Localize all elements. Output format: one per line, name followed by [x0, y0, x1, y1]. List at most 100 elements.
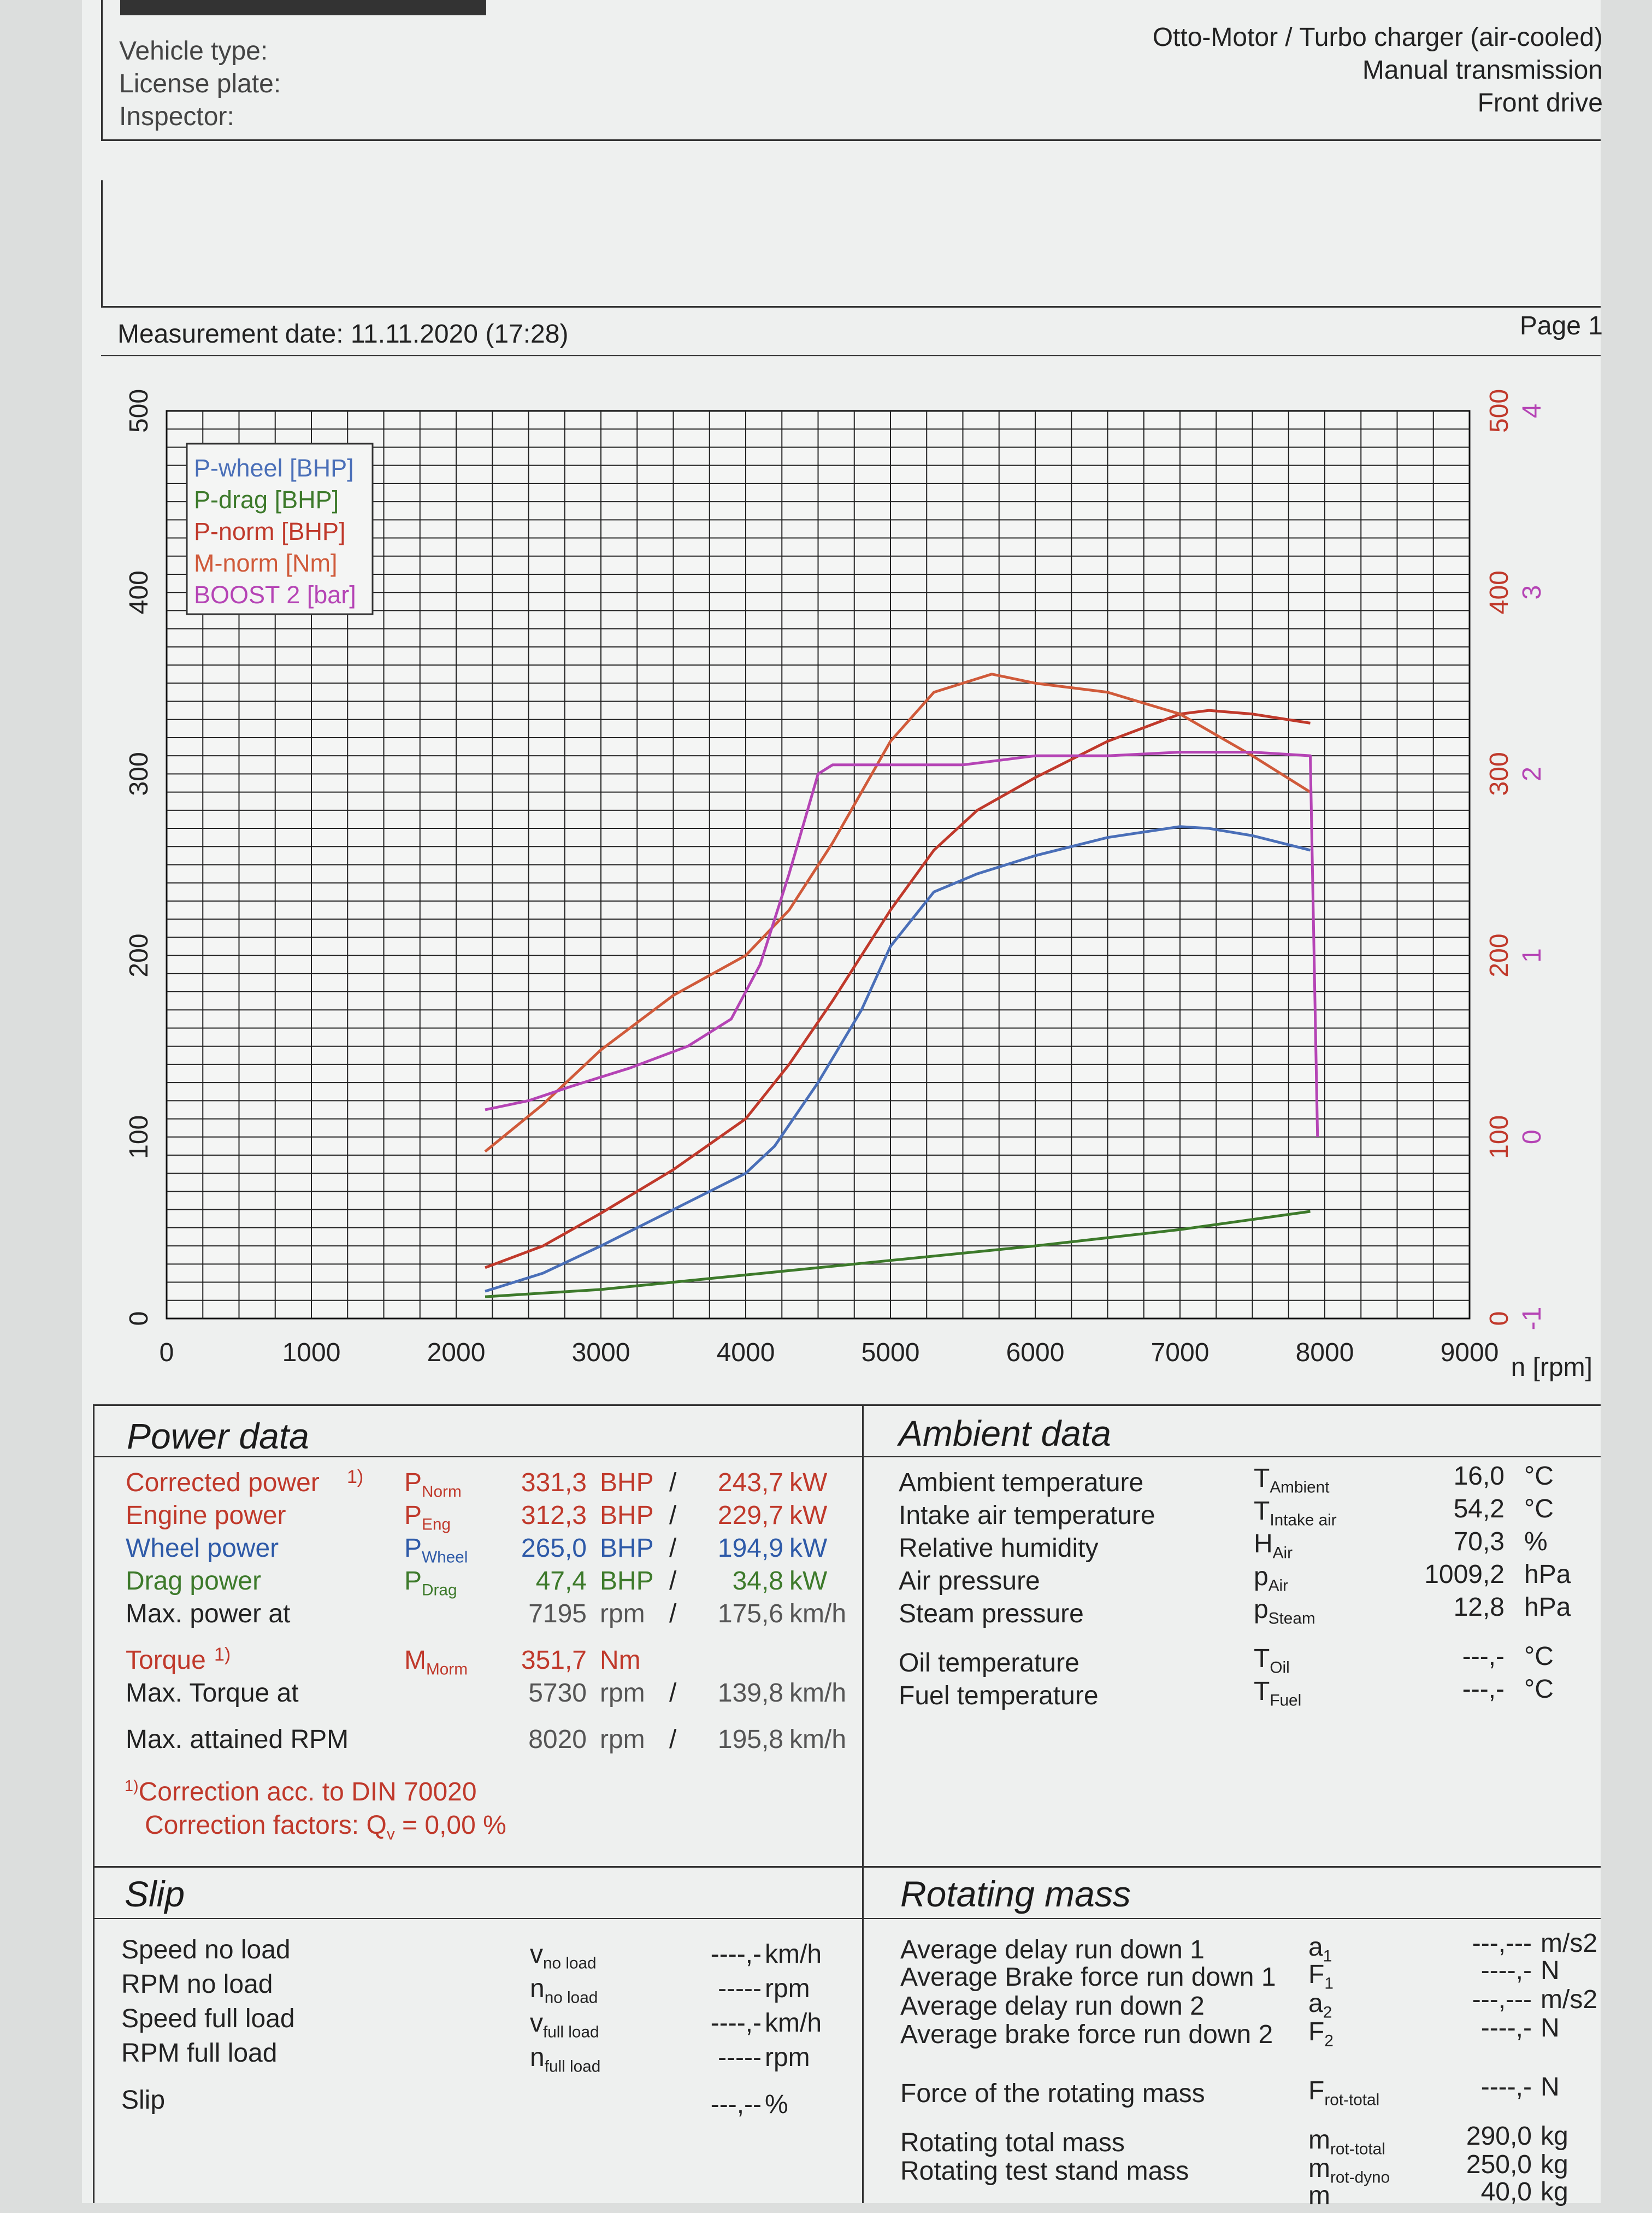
rotating-row-label: Average delay run down 1 — [900, 1935, 1205, 1964]
ambient-row-unit: % — [1524, 1527, 1548, 1556]
slip-row-unit: km/h — [765, 1940, 822, 1969]
power-row-value-2: 195,8 — [717, 1725, 783, 1754]
rotating-row-value: ---,--- — [1472, 1985, 1532, 2014]
ambient-row-symbol: pSteam — [1254, 1597, 1315, 1627]
correction-note: 1)Correction acc. to DIN 70020 — [125, 1779, 477, 1805]
power-row-symbol: MMorm — [404, 1647, 468, 1678]
right-y-tick-label-torque: 0 — [1485, 1311, 1514, 1326]
slip-row-symbol-subscript: full load — [543, 2023, 599, 2041]
right-y-tick-label-boost: 2 — [1518, 767, 1547, 781]
rotating-row-value: 40,0 — [1480, 2177, 1532, 2206]
rotating-row-unit: N — [1541, 2014, 1560, 2043]
legend-box — [186, 443, 374, 615]
slip-row-symbol-letter: v — [530, 1940, 543, 1969]
x-tick-label: 0 — [160, 1338, 174, 1367]
ambient-row-symbol-subscript: Ambient — [1270, 1478, 1330, 1497]
power-row-unit-2: km/h — [789, 1679, 847, 1708]
power-row-separator: / — [669, 1679, 677, 1708]
power-row-separator: / — [669, 1468, 677, 1497]
slip-row-value: ----,- — [710, 1940, 762, 1969]
slip-row-symbol: nno load — [530, 1976, 598, 2006]
slip-row-value: ---,-- — [710, 2090, 762, 2119]
x-tick-label: 9000 — [1441, 1338, 1499, 1367]
license-plate-label: License plate: — [119, 69, 281, 98]
ambient-row-unit: °C — [1524, 1462, 1554, 1491]
rotating-row-symbol-letter: a — [1308, 1989, 1323, 2018]
right-y-tick-label-boost: 4 — [1518, 404, 1547, 419]
rotating-row-value: 250,0 — [1466, 2150, 1532, 2179]
transmission-type: Manual transmission — [1362, 56, 1603, 85]
ambient-row-symbol-letter: T — [1254, 1644, 1270, 1673]
ambient-row-unit: °C — [1524, 1642, 1554, 1671]
ambient-row-symbol-subscript: Air — [1268, 1576, 1289, 1595]
measurement-top-rule — [101, 306, 1601, 308]
power-row-symbol-letter: P — [404, 1567, 422, 1596]
ambient-data-title: Ambient data — [899, 1413, 1111, 1453]
rotating-row-symbol-letter: a — [1308, 1933, 1323, 1962]
power-row-separator: / — [669, 1725, 677, 1754]
power-row-value-1: 47,4 — [535, 1567, 587, 1596]
slip-row-symbol-subscript: no load — [543, 1954, 597, 1973]
rotating-row-unit: kg — [1541, 2177, 1568, 2206]
rotating-row-value: ---,--- — [1472, 1929, 1532, 1958]
slip-row-symbol-letter: n — [530, 2043, 545, 2072]
rotating-row-label: Force of the rotating mass — [900, 2079, 1205, 2108]
ambient-row-unit: hPa — [1524, 1560, 1571, 1589]
power-row-label: Torque — [126, 1646, 206, 1675]
rotating-row-symbol-subscript: 1 — [1324, 1974, 1334, 1993]
ambient-row-symbol-letter: T — [1254, 1497, 1270, 1526]
ambient-row-value: 12,8 — [1453, 1593, 1504, 1622]
left-y-tick-label: 200 — [125, 934, 154, 978]
power-row-label: Drag power — [126, 1567, 262, 1596]
power-row-unit-1: rpm — [600, 1725, 645, 1754]
power-row-unit-1: rpm — [600, 1679, 645, 1708]
rotating-row-symbol-subscript: 1 — [1323, 1947, 1332, 1965]
ambient-row-symbol-subscript: Air — [1272, 1544, 1293, 1562]
slip-row-label: Speed full load — [121, 2004, 295, 2033]
left-y-tick-label: 300 — [125, 752, 154, 796]
chart-series-lines — [484, 673, 1319, 1298]
rotating-row-symbol-subscript: rot-total — [1330, 2140, 1385, 2158]
slip-row-unit: rpm — [765, 1974, 810, 2003]
measurement-date: Measurement date: 11.11.2020 (17:28) — [117, 320, 569, 349]
ambient-row-label: Relative humidity — [899, 1534, 1099, 1563]
ambient-row-symbol-letter: p — [1254, 1595, 1268, 1624]
ambient-row-symbol: TIntake air — [1254, 1498, 1337, 1528]
series-line-2 — [485, 1210, 1311, 1298]
rotating-row-symbol-letter: F — [1308, 2076, 1325, 2105]
slip-title: Slip — [125, 1874, 185, 1914]
ambient-row-value: ---,- — [1462, 1675, 1504, 1704]
ambient-row-unit: °C — [1524, 1494, 1554, 1523]
rotating-row-label: Rotating total mass — [900, 2128, 1125, 2157]
ambient-row-symbol: TFuel — [1254, 1679, 1301, 1709]
x-tick-label: 8000 — [1296, 1338, 1354, 1367]
power-row-unit-1: BHP — [600, 1468, 654, 1497]
left-y-tick-label: 500 — [125, 389, 154, 433]
power-row-unit-2: kW — [789, 1468, 828, 1497]
ambient-row-symbol-subscript: Oil — [1270, 1658, 1290, 1677]
power-row-value-1: 351,7 — [521, 1646, 587, 1675]
right-y-tick-label-boost: 1 — [1518, 948, 1547, 963]
rotating-row-symbol-subscript: rot-dyno — [1330, 2168, 1390, 2187]
measurement-bottom-rule — [101, 355, 1601, 356]
slip-row-symbol: vno load — [530, 1941, 597, 1971]
power-row-symbol-letter: P — [404, 1501, 422, 1530]
slip-row-label: RPM full load — [121, 2039, 278, 2068]
drive-type: Front drive — [1477, 89, 1603, 117]
slip-row-symbol-subscript: no load — [544, 1988, 598, 2007]
x-tick-label: 3000 — [572, 1338, 630, 1367]
rotating-row-symbol-letter: F — [1308, 1960, 1325, 1989]
legend-entry-3: P-norm [BHP] — [194, 517, 346, 545]
power-row-symbol-letter: M — [404, 1646, 426, 1675]
rotating-row-symbol: Frot-total — [1308, 2078, 1379, 2108]
lower-tables-header-rule — [93, 1918, 1601, 1919]
inspector-label: Inspector: — [119, 102, 234, 131]
rotating-row-label: Average brake force run down 2 — [900, 2020, 1273, 2049]
right-y-tick-label-torque: 400 — [1485, 570, 1514, 614]
ambient-row-label: Air pressure — [899, 1567, 1040, 1596]
slip-row-symbol-letter: v — [530, 2009, 543, 2038]
rotating-row-symbol-letter: m — [1308, 2181, 1330, 2210]
right-y-tick-label-torque: 500 — [1485, 389, 1514, 433]
right-y-tick-label-torque: 200 — [1485, 934, 1514, 978]
